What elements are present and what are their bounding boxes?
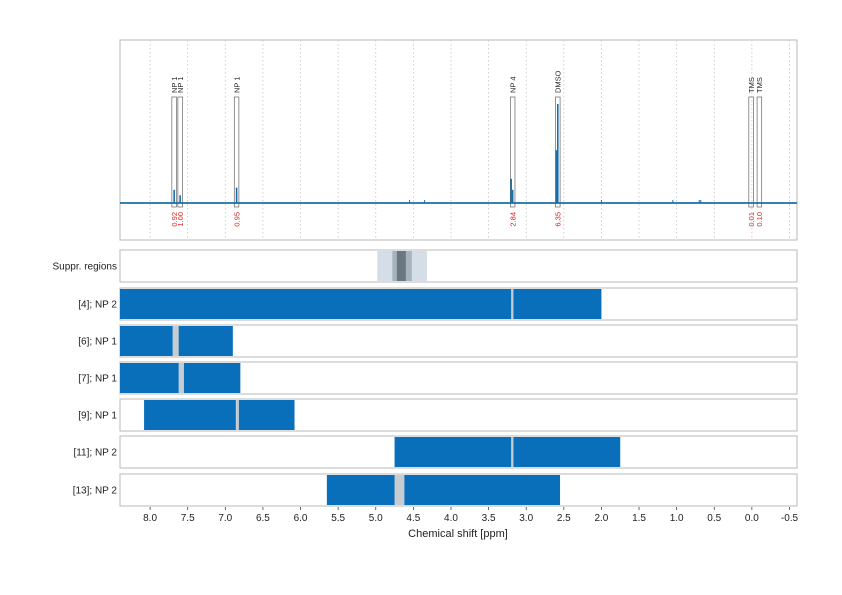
row-bar: [183, 363, 241, 393]
row-bar: [513, 289, 602, 319]
suppression-frame: [119, 249, 798, 283]
row-gap: [394, 475, 405, 505]
integral-label: 0.95: [232, 212, 241, 227]
integral-label: 1.00: [176, 212, 185, 227]
x-tick-label: 4.5: [406, 513, 420, 524]
row-label: [11]; NP 2: [73, 448, 117, 459]
x-tick-label: 4.0: [444, 513, 458, 524]
peak-label: NP 4: [508, 76, 517, 93]
row-bar: [513, 437, 621, 467]
x-tick-label: -0.5: [781, 513, 799, 524]
row-bar: [144, 400, 236, 430]
x-tick-label: 8.0: [143, 513, 157, 524]
peak-label: DMSO: [553, 70, 562, 93]
spectrum-frame: [119, 39, 798, 241]
x-tick-label: 7.5: [181, 513, 195, 524]
row-label: [4]; NP 2: [78, 300, 117, 311]
x-tick-label: 7.0: [218, 513, 232, 524]
integral-label: 0.01: [747, 212, 756, 227]
row-label: [9]; NP 1: [78, 411, 117, 422]
x-tick-label: 2.5: [557, 513, 571, 524]
peak-label: TMS: [755, 77, 764, 93]
integral-label: 0.10: [755, 212, 764, 227]
region-rows: [4]; NP 2 [6]; NP 1 [7]; NP 1 [9]; NP 1 [11]…: [73, 287, 798, 507]
row-bar: [326, 475, 395, 505]
peak-box: [748, 96, 754, 208]
row-bar: [394, 437, 512, 467]
peak-label: NP 1: [176, 76, 185, 93]
x-tick-label: 6.5: [256, 513, 270, 524]
row-gap: [511, 289, 514, 319]
x-tick-label: 0.0: [745, 513, 759, 524]
x-axis-label: Chemical shift [ppm]: [408, 528, 508, 540]
x-tick-label: 1.5: [632, 513, 646, 524]
row-gap: [511, 437, 514, 467]
x-tick-label: 5.5: [331, 513, 345, 524]
row-bar: [120, 289, 512, 319]
row-bar: [120, 326, 173, 356]
suppression-label: Suppr. regions: [53, 262, 118, 273]
integral-label: 0.92: [170, 212, 179, 227]
spectrum-panel: NP 1 0.92 NP 1 1.00 NP 1 0.95 NP 4 2.84 DMSO 6.35…: [119, 39, 798, 241]
row-bar: [404, 475, 561, 505]
peak-box: [233, 96, 240, 208]
x-tick-label: 3.0: [519, 513, 533, 524]
row-bar: [178, 326, 233, 356]
x-tick-label: 2.0: [594, 513, 608, 524]
row-gap: [172, 326, 179, 356]
row-gap: [178, 363, 184, 393]
x-tick-label: 1.0: [670, 513, 684, 524]
peak-box: [510, 96, 516, 208]
x-tick-label: 6.0: [294, 513, 308, 524]
row-bar: [120, 363, 179, 393]
suppression-panel: Suppr. regions: [53, 249, 798, 283]
peak-box: [171, 96, 177, 208]
integral-label: 6.35: [553, 212, 562, 227]
row-label: [6]; NP 1: [78, 337, 117, 348]
peak-box: [177, 96, 183, 208]
x-axis: 8.0 7.5 7.0 6.5 6.0 5.5 5.0 4.5 4.0 3.5 3.0 2.5 2.0 1…: [143, 507, 799, 524]
row-bar: [238, 400, 295, 430]
peak-label: NP 1: [170, 76, 179, 93]
peak-label: NP 1: [232, 76, 241, 93]
row-label: [7]; NP 1: [78, 374, 117, 385]
suppression-inner: [396, 251, 406, 281]
x-tick-label: 0.5: [707, 513, 721, 524]
peak-label: TMS: [747, 77, 756, 93]
x-tick-label: 3.5: [482, 513, 496, 524]
peak-box: [756, 96, 763, 208]
x-tick-label: 5.0: [369, 513, 383, 524]
row-gap: [235, 400, 239, 430]
row-label: [13]; NP 2: [73, 486, 118, 497]
integral-label: 2.84: [508, 212, 517, 227]
